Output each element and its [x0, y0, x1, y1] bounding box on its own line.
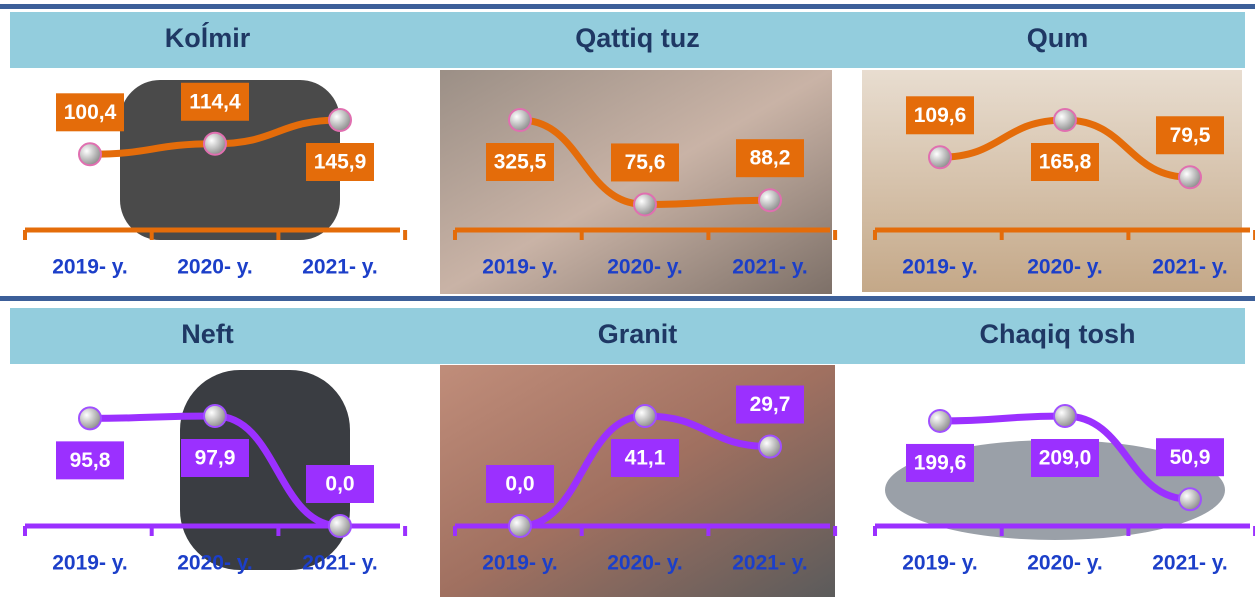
data-point: [928, 408, 952, 433]
value-label-box: [486, 465, 554, 503]
panel-title: Neft: [181, 319, 234, 349]
value-label-box: [181, 439, 249, 477]
x-tick-label: 2020- y.: [1027, 256, 1103, 279]
x-tick-label: 2019- y.: [482, 552, 558, 575]
x-tick-label: 2020- y.: [607, 552, 683, 575]
x-tick-label: 2019- y.: [902, 256, 978, 279]
value-label: 325,5: [494, 151, 547, 174]
value-label: 145,9: [314, 151, 367, 174]
x-tick-label: 2020- y.: [1027, 552, 1103, 575]
x-tick-label: 2019- y.: [52, 256, 128, 279]
panel-title: Chaqiq tosh: [980, 319, 1136, 349]
data-point: [928, 145, 952, 170]
value-label-box: [306, 465, 374, 503]
value-label-box: [56, 93, 124, 132]
value-label: 79,5: [1170, 124, 1211, 147]
value-label: 209,0: [1039, 447, 1092, 470]
salt-image: [440, 70, 832, 294]
value-label-box: [1031, 439, 1099, 477]
value-label: 100,4: [64, 101, 117, 124]
panel-title: Qattiq tuz: [575, 23, 699, 53]
panel-title: Koĺmir: [165, 21, 251, 53]
value-label: 165,8: [1039, 151, 1092, 174]
data-point: [1053, 108, 1077, 132]
value-label: 199,6: [914, 451, 967, 474]
mid-rule: [0, 296, 1255, 301]
data-point: [633, 192, 657, 217]
x-tick-label: 2021- y.: [732, 256, 808, 279]
data-point: [633, 404, 657, 428]
value-label-box: [1156, 116, 1224, 155]
data-point: [328, 514, 352, 538]
data-point: [508, 108, 532, 132]
x-tick-label: 2021- y.: [302, 552, 378, 575]
x-tick-label: 2021- y.: [732, 552, 808, 575]
value-label-box: [486, 143, 554, 181]
value-label: 29,7: [750, 393, 791, 416]
x-tick-label: 2019- y.: [482, 256, 558, 279]
data-point: [203, 131, 227, 156]
header-band: [10, 308, 1245, 364]
value-label-box: [611, 439, 679, 477]
x-tick-label: 2020- y.: [177, 256, 253, 279]
coal-image: [120, 80, 340, 240]
x-tick-label: 2019- y.: [52, 552, 128, 575]
value-label: 75,6: [625, 151, 666, 174]
value-label-box: [181, 82, 249, 121]
data-point: [78, 142, 102, 167]
x-tick-label: 2020- y.: [177, 552, 253, 575]
x-tick-label: 2021- y.: [1152, 256, 1228, 279]
value-label-box: [56, 441, 124, 480]
top-rule: [0, 4, 1255, 9]
value-label: 0,0: [325, 473, 354, 496]
value-label: 88,2: [750, 147, 791, 170]
data-point: [1178, 487, 1202, 512]
value-label: 0,0: [505, 473, 534, 496]
panel-title: Granit: [598, 319, 678, 349]
value-label-box: [906, 443, 974, 482]
value-label: 50,9: [1170, 446, 1211, 469]
value-label-box: [1031, 143, 1099, 181]
value-label-box: [306, 143, 374, 181]
value-label: 41,1: [625, 447, 666, 470]
data-point: [328, 108, 352, 132]
value-label: 95,8: [70, 449, 111, 472]
data-point: [758, 188, 782, 213]
value-label-box: [611, 143, 679, 182]
data-point: [78, 406, 102, 431]
data-point: [203, 404, 227, 428]
data-point: [1178, 165, 1202, 190]
x-tick-label: 2021- y.: [1152, 552, 1228, 575]
data-point: [508, 514, 532, 538]
value-label-box: [906, 96, 974, 135]
value-label: 97,9: [195, 447, 236, 470]
value-label-box: [736, 139, 804, 178]
data-point: [1053, 404, 1077, 428]
panel-title: Qum: [1027, 23, 1089, 53]
x-tick-label: 2019- y.: [902, 552, 978, 575]
value-label: 109,6: [914, 104, 967, 127]
header-band: [10, 12, 1245, 68]
value-label-box: [736, 385, 804, 424]
x-tick-label: 2021- y.: [302, 256, 378, 279]
value-label-box: [1156, 438, 1224, 477]
value-label: 114,4: [189, 90, 241, 113]
data-point: [758, 434, 782, 459]
x-tick-label: 2020- y.: [607, 256, 683, 279]
